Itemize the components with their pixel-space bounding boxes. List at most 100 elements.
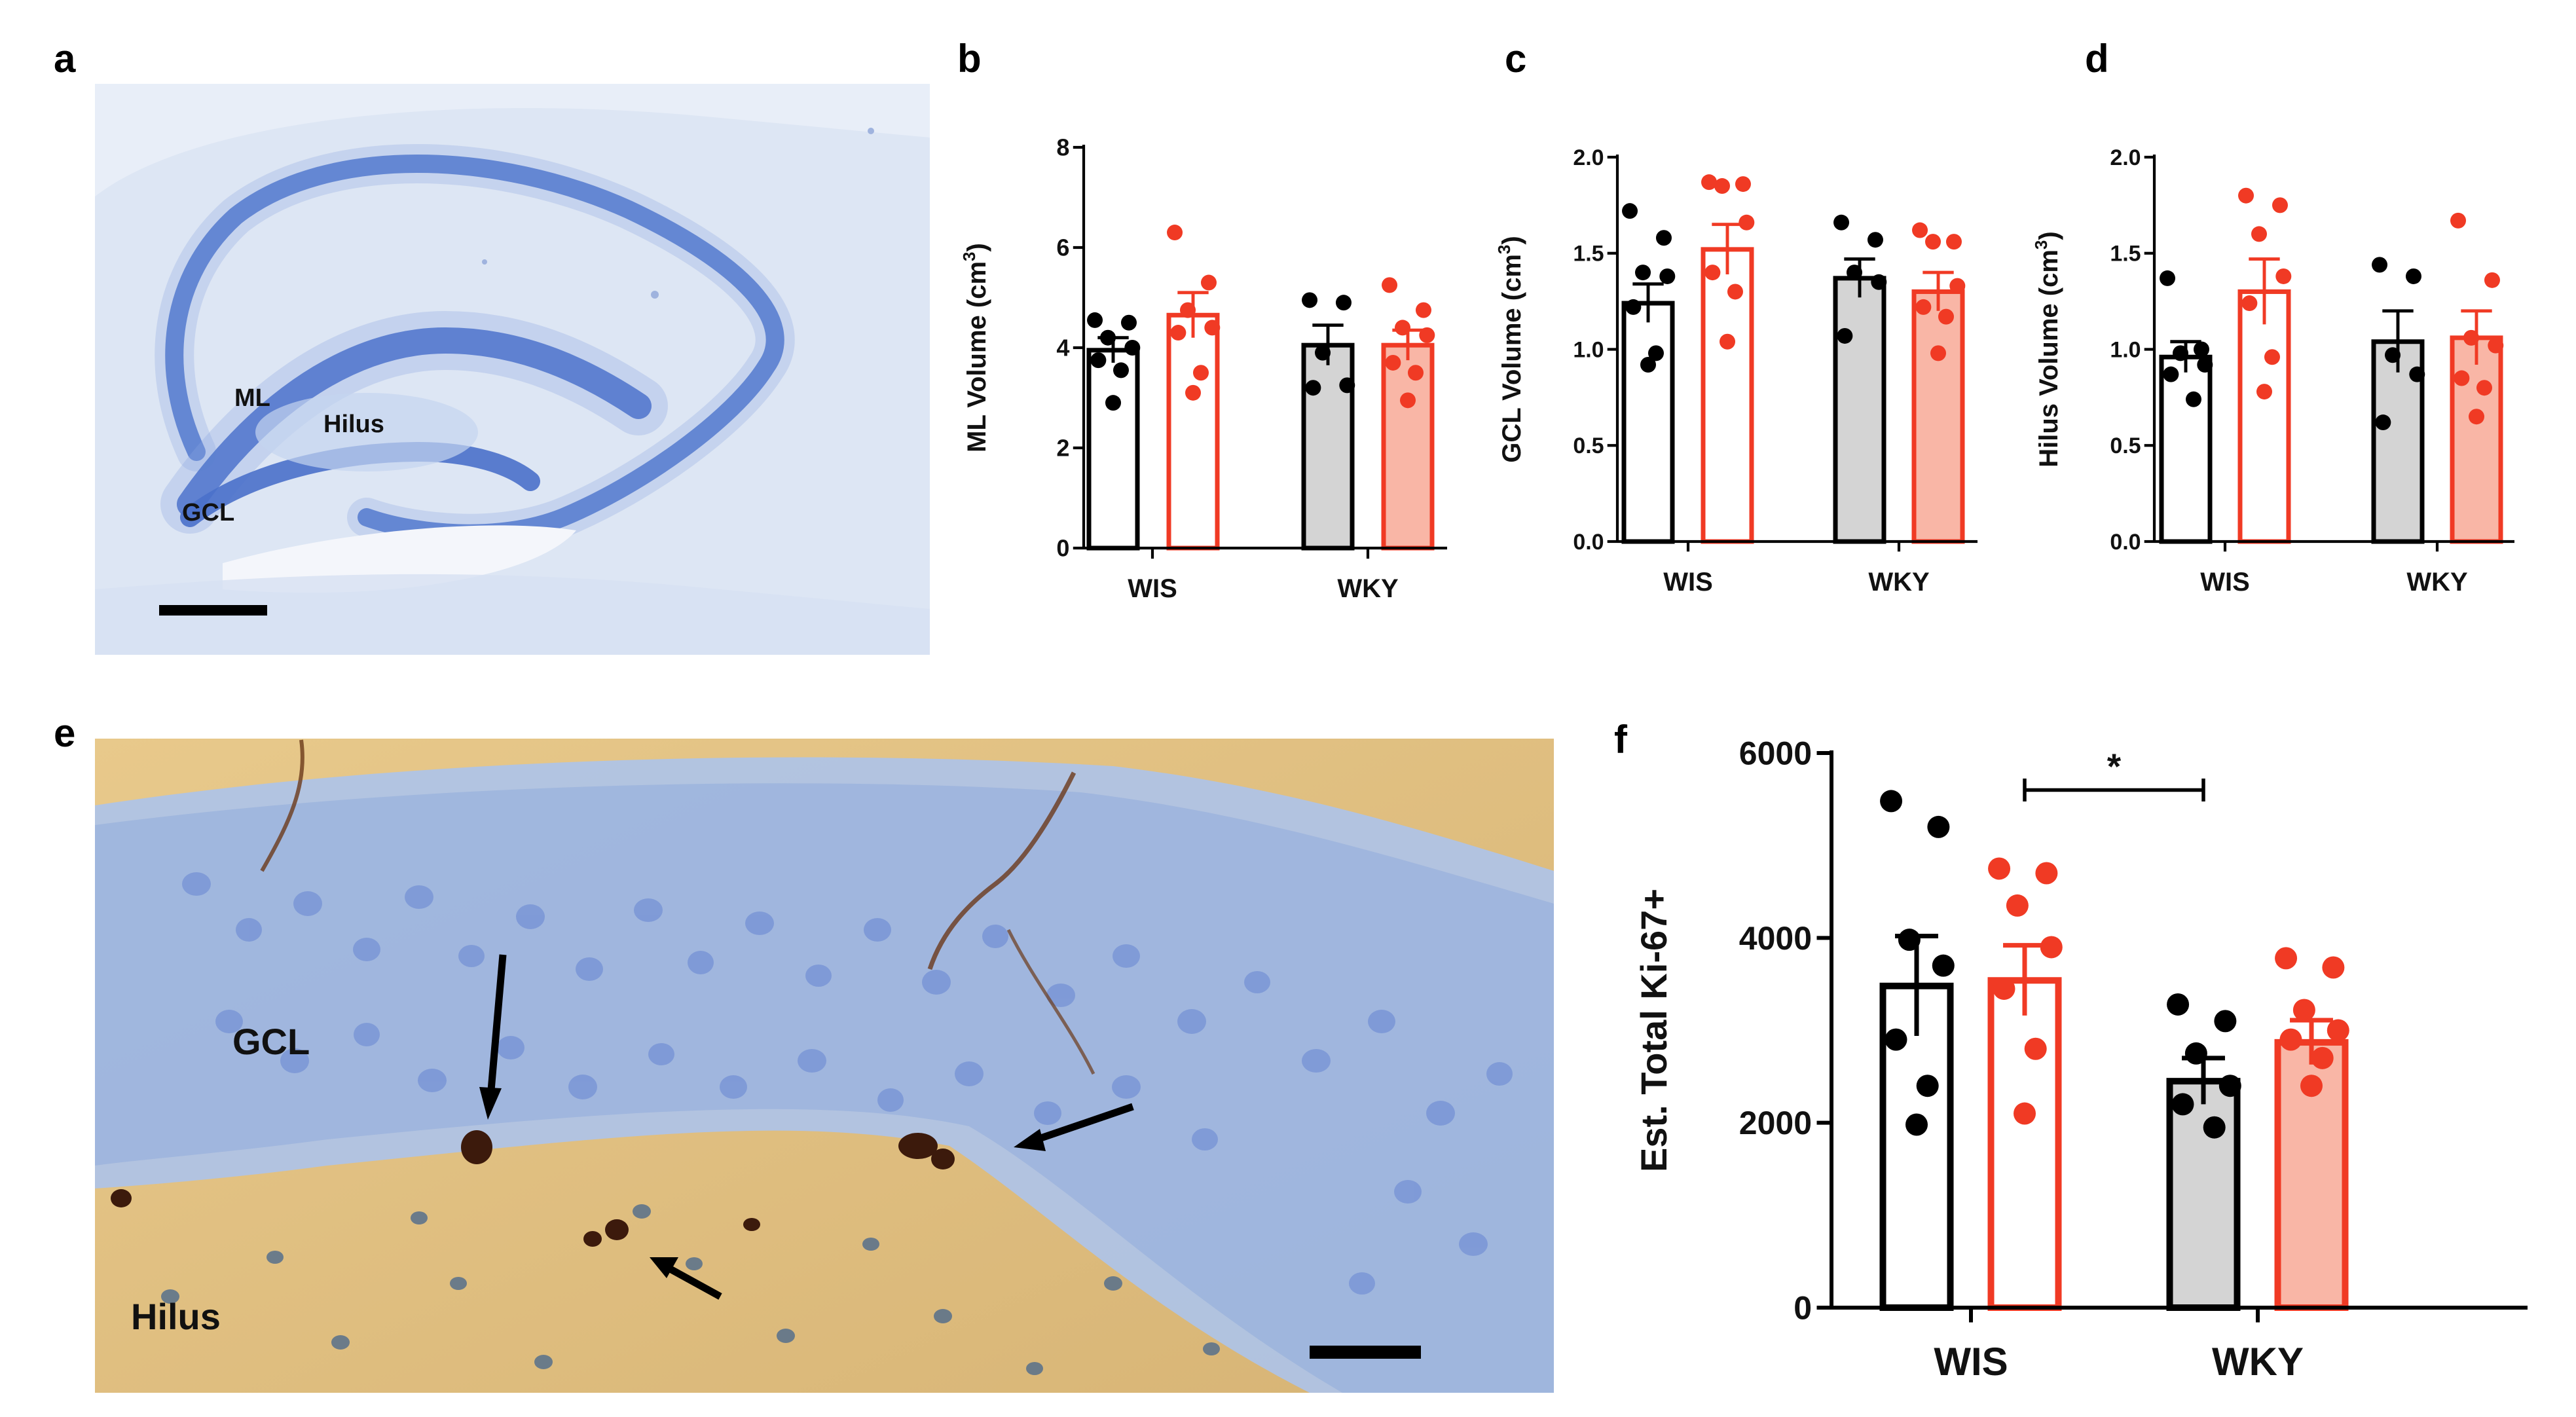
data-point-c-2-2 — [1847, 265, 1863, 281]
y-axis-label-d: Hilus Volume (cm3) — [2031, 231, 2063, 467]
arrow-3 — [650, 1257, 722, 1300]
y-tick-label-b-3: 6 — [1056, 234, 1069, 261]
data-point-c-3-3 — [1949, 278, 1966, 294]
data-point-d-1-3 — [2275, 268, 2292, 284]
y-tick-label-c-2: 1.0 — [1573, 337, 1604, 362]
arrow-1 — [479, 954, 507, 1120]
bar-c-3 — [1911, 289, 1965, 544]
data-point-b-0-3 — [1124, 340, 1141, 356]
y-tick-label-d-0: 0.0 — [2110, 530, 2141, 555]
data-point-b-1-3 — [1204, 320, 1221, 336]
data-point-c-3-2 — [1925, 234, 1941, 250]
vessel-streak — [260, 739, 304, 872]
data-point-b-2-3 — [1339, 377, 1355, 394]
data-point-c-3-0 — [1912, 222, 1928, 238]
panel-letter-b: b — [957, 37, 982, 81]
bar-b-3 — [1381, 342, 1435, 551]
data-point-b-1-1 — [1200, 274, 1217, 291]
data-point-b-0-5 — [1113, 362, 1129, 378]
data-point-f-2-3 — [2218, 1075, 2241, 1097]
data-point-d-3-3 — [2488, 337, 2504, 354]
data-point-f-0-4 — [1885, 1028, 1907, 1051]
data-point-d-3-4 — [2454, 370, 2470, 386]
data-point-f-3-5 — [2311, 1046, 2334, 1069]
data-point-b-3-2 — [1395, 320, 1411, 336]
label-gcl: GCL — [182, 499, 234, 526]
data-point-f-0-6 — [1905, 1113, 1928, 1136]
panel-letter-e: e — [54, 711, 75, 755]
data-point-d-0-2 — [2173, 345, 2189, 361]
data-point-d-2-4 — [2375, 414, 2391, 431]
bar-f-1 — [1987, 977, 2062, 1312]
data-point-d-1-1 — [2272, 197, 2288, 213]
data-point-c-1-6 — [1720, 333, 1735, 350]
data-point-d-2-0 — [2372, 257, 2388, 273]
panel-letter-d: d — [2085, 37, 2109, 81]
data-point-b-1-4 — [1170, 325, 1187, 341]
tissue-upper-band — [95, 84, 930, 196]
data-point-d-0-0 — [2160, 270, 2176, 286]
data-point-c-1-0 — [1701, 174, 1718, 191]
label-ml: ML — [234, 384, 270, 412]
data-point-d-0-3 — [2197, 356, 2213, 373]
data-point-f-1-3 — [2040, 936, 2063, 959]
data-point-d-0-4 — [2163, 366, 2179, 382]
x-category-label-c-0: WIS — [1663, 568, 1713, 597]
y-tick-label-d-4: 2.0 — [2110, 145, 2141, 170]
bar-b-2 — [1301, 342, 1355, 551]
label-e-gcl: GCL — [232, 1021, 310, 1062]
data-point-d-2-3 — [2409, 366, 2425, 382]
granule-nuclei — [182, 872, 1513, 1295]
data-point-d-3-0 — [2450, 212, 2467, 229]
data-point-f-0-1 — [1927, 815, 1950, 838]
data-point-b-0-4 — [1090, 352, 1107, 369]
arrow-2 — [1014, 1103, 1134, 1151]
micrograph-a: ML Hilus GCL — [95, 84, 930, 655]
data-point-b-0-1 — [1120, 314, 1137, 331]
y-tick-label-b-2: 4 — [1056, 335, 1069, 361]
hilus-region — [255, 393, 478, 471]
pyramidal-layer — [165, 155, 784, 543]
y-tick-label-d-2: 1.0 — [2110, 337, 2141, 362]
label-hilus: Hilus — [323, 411, 384, 438]
data-point-f-2-5 — [2203, 1116, 2226, 1139]
y-axis-label-f: Est. Total Ki-67+ — [1633, 889, 1674, 1172]
chart-c: 0.0 0.5 1.0 1.5 2.0 WIS WKY GCL Volume (cm3) — [1494, 145, 1978, 597]
data-point-c-2-4 — [1837, 327, 1853, 344]
data-point-f-1-1 — [2035, 862, 2058, 885]
data-point-d-0-5 — [2185, 391, 2201, 407]
y-axis-label-c: GCL Volume (cm3) — [1494, 236, 1526, 462]
significance-label-f: * — [2107, 746, 2122, 786]
data-point-f-0-0 — [1880, 790, 1903, 813]
y-tick-label-d-3: 1.5 — [2110, 242, 2141, 267]
data-point-d-3-1 — [2484, 272, 2500, 288]
data-point-b-1-5 — [1192, 365, 1209, 381]
data-point-f-2-2 — [2184, 1042, 2207, 1065]
data-point-b-3-4 — [1385, 354, 1401, 371]
data-point-c-3-6 — [1930, 345, 1946, 361]
ki67-positive-cells — [111, 1130, 955, 1247]
bar-b-0 — [1086, 348, 1140, 551]
data-point-c-3-4 — [1915, 299, 1932, 315]
data-point-c-0-2 — [1635, 265, 1651, 281]
data-point-f-3-4 — [2279, 1028, 2302, 1051]
data-point-b-3-5 — [1407, 365, 1424, 381]
y-tick-label-f-2: 4000 — [1739, 920, 1812, 957]
data-point-d-0-1 — [2193, 341, 2209, 358]
data-point-f-2-0 — [2167, 993, 2190, 1016]
x-category-label-f-0: WIS — [1934, 1340, 2008, 1384]
data-point-c-2-3 — [1871, 274, 1887, 290]
data-point-b-3-1 — [1415, 302, 1431, 318]
x-category-label-c-1: WKY — [1868, 568, 1930, 597]
data-point-d-3-2 — [2463, 329, 2480, 346]
bar-f-2 — [2166, 1078, 2241, 1312]
data-point-d-1-6 — [2256, 384, 2272, 400]
scale-bar-a — [159, 605, 267, 616]
y-tick-label-c-0: 0.0 — [1573, 530, 1604, 555]
data-point-f-2-4 — [2171, 1093, 2194, 1116]
dentate-upper-blade — [177, 327, 652, 517]
data-point-b-1-2 — [1180, 302, 1196, 318]
data-point-c-0-3 — [1659, 268, 1676, 284]
data-point-b-2-2 — [1315, 344, 1331, 361]
